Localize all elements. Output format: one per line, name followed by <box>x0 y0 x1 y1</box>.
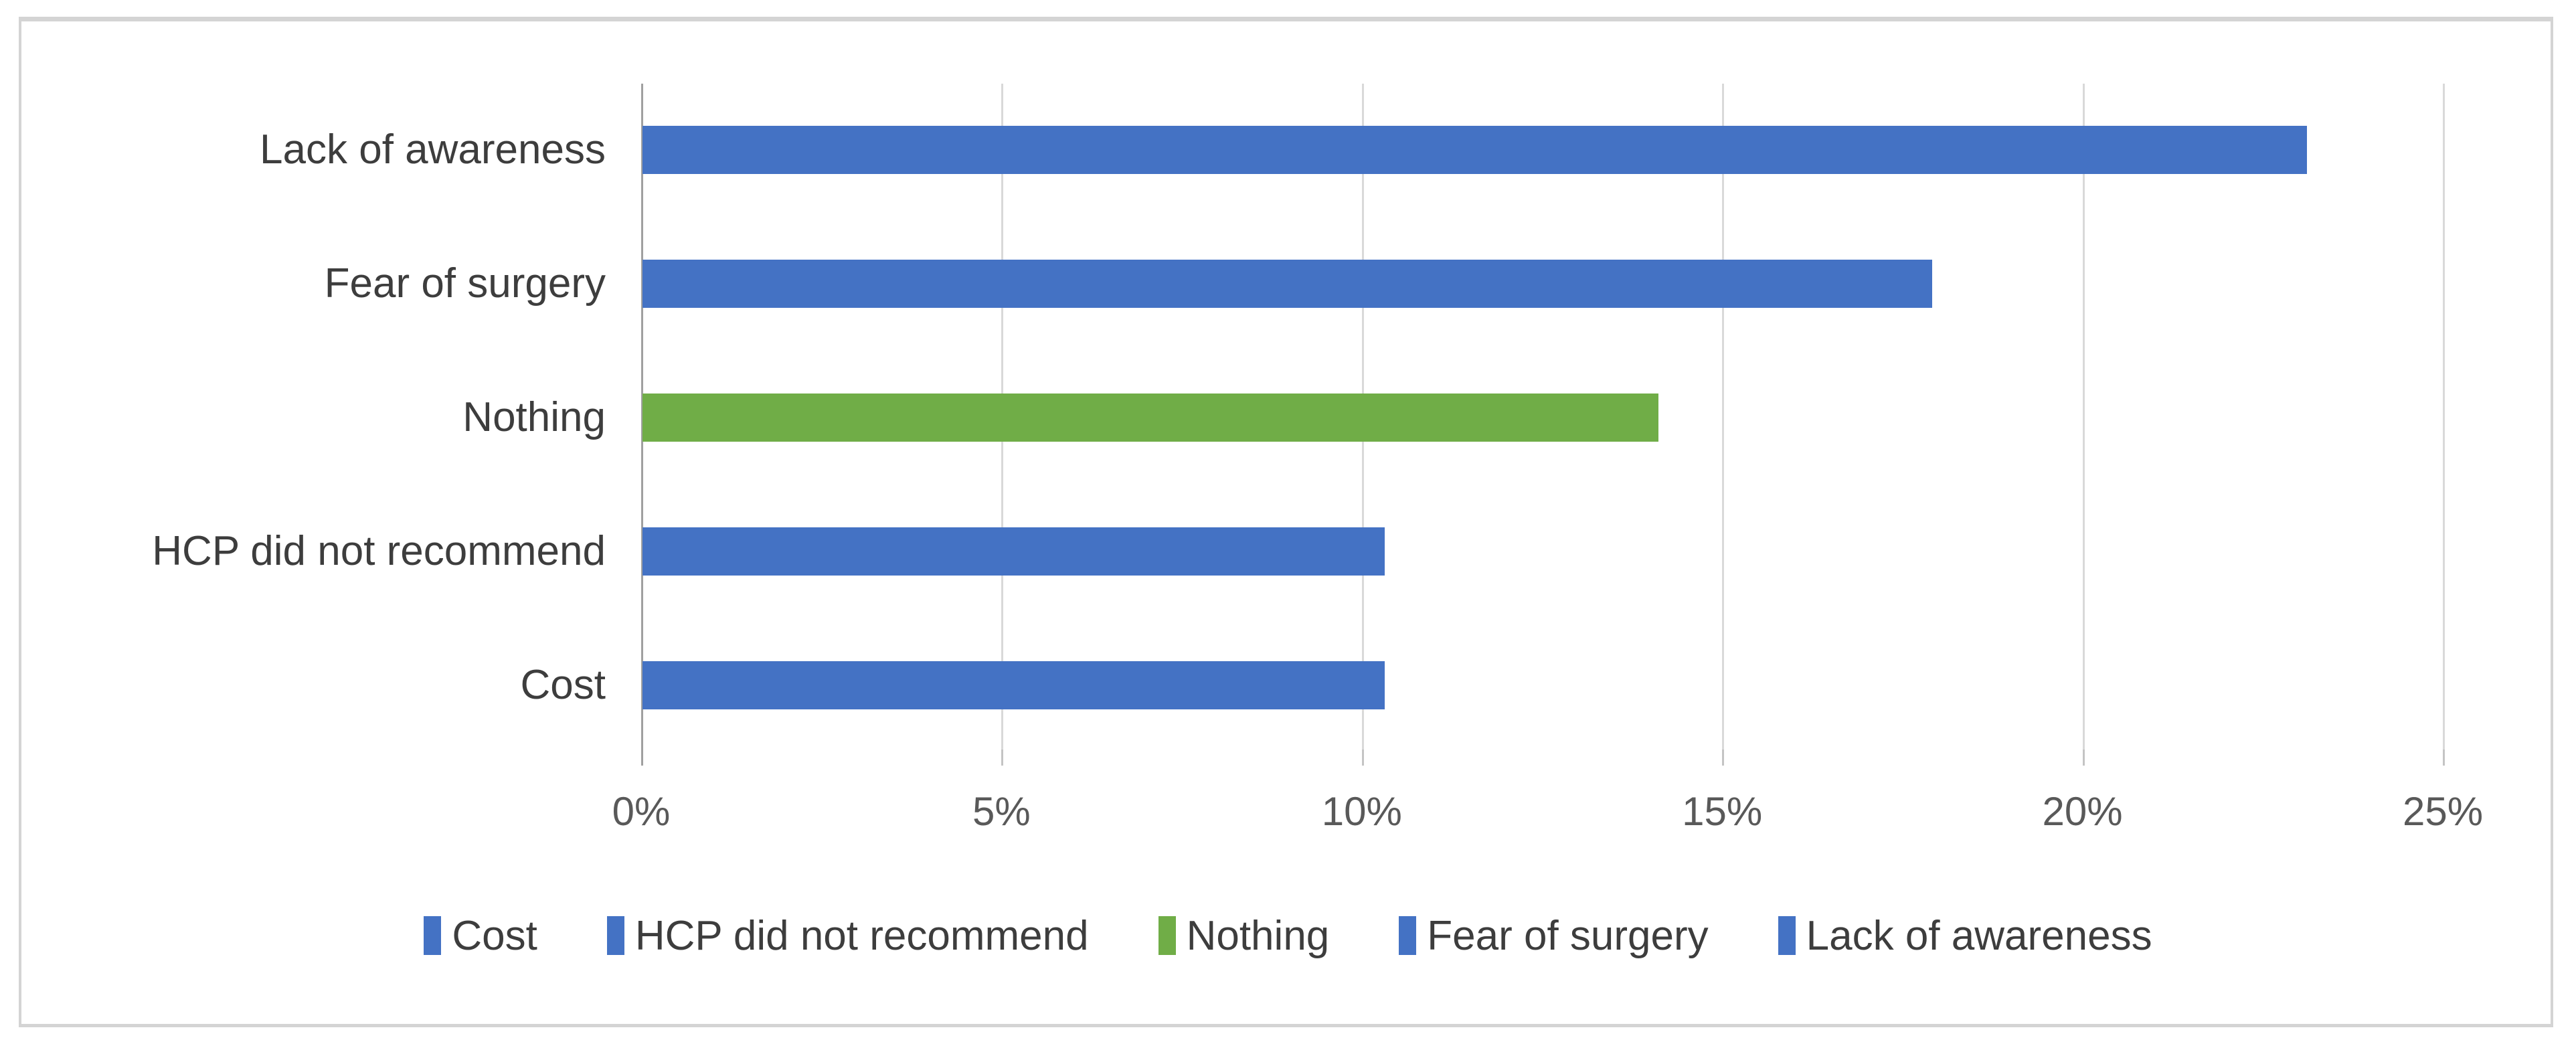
legend-marker-icon <box>424 916 442 955</box>
legend-marker-icon <box>1399 916 1417 955</box>
legend-marker-icon <box>606 916 624 955</box>
gridline-20% <box>2082 84 2085 750</box>
x-tick-label: 25% <box>2402 789 2484 834</box>
legend-marker-icon <box>1158 916 1176 955</box>
axis-tick-15% <box>1722 750 1725 766</box>
x-tick-label: 5% <box>972 789 1031 834</box>
axis-tick-25% <box>2443 750 2445 766</box>
category-label: Nothing <box>462 394 606 440</box>
bar-nothing <box>642 394 1658 442</box>
legend-item-cost: Cost <box>424 912 537 960</box>
category-label: HCP did not recommend <box>152 528 606 574</box>
axis-tick-0% <box>641 750 643 766</box>
gridline-15% <box>1722 84 1725 750</box>
legend-item-nothing: Nothing <box>1158 912 1330 960</box>
axis-tick-5% <box>1001 750 1004 766</box>
category-axis-line <box>641 84 643 750</box>
chart-figure-border <box>19 17 2553 1027</box>
legend-label: Nothing <box>1186 912 1330 959</box>
gridline-25% <box>2443 84 2445 750</box>
category-label: Cost <box>520 662 606 708</box>
legend-marker-icon <box>1778 916 1796 955</box>
axis-tick-20% <box>2082 750 2085 766</box>
x-tick-label: 0% <box>612 789 671 834</box>
legend-label: Fear of surgery <box>1427 912 1709 959</box>
x-tick-label: 15% <box>1682 789 1763 834</box>
bar-hcp-did-not-recommend <box>642 527 1385 576</box>
legend-label: HCP did not recommend <box>634 912 1089 959</box>
category-label: Lack of awareness <box>260 126 606 173</box>
bar-fear-of-surgery <box>642 260 1932 308</box>
legend-label: Cost <box>452 912 537 959</box>
category-label: Fear of surgery <box>324 260 606 307</box>
bar-cost <box>642 661 1385 709</box>
x-tick-label: 10% <box>1321 789 1402 834</box>
legend-item-fear-of-surgery: Fear of surgery <box>1399 912 1709 960</box>
bar-lack-of-awareness <box>642 126 2307 174</box>
legend-item-hcp-did-not-recommend: HCP did not recommend <box>606 912 1089 960</box>
legend-label: Lack of awareness <box>1806 912 2152 959</box>
legend-item-lack-of-awareness: Lack of awareness <box>1778 912 2152 960</box>
axis-tick-10% <box>1361 750 1364 766</box>
x-tick-label: 20% <box>2042 789 2123 834</box>
chart-legend: Cost HCP did not recommend Nothing Fear of … <box>0 905 2576 966</box>
